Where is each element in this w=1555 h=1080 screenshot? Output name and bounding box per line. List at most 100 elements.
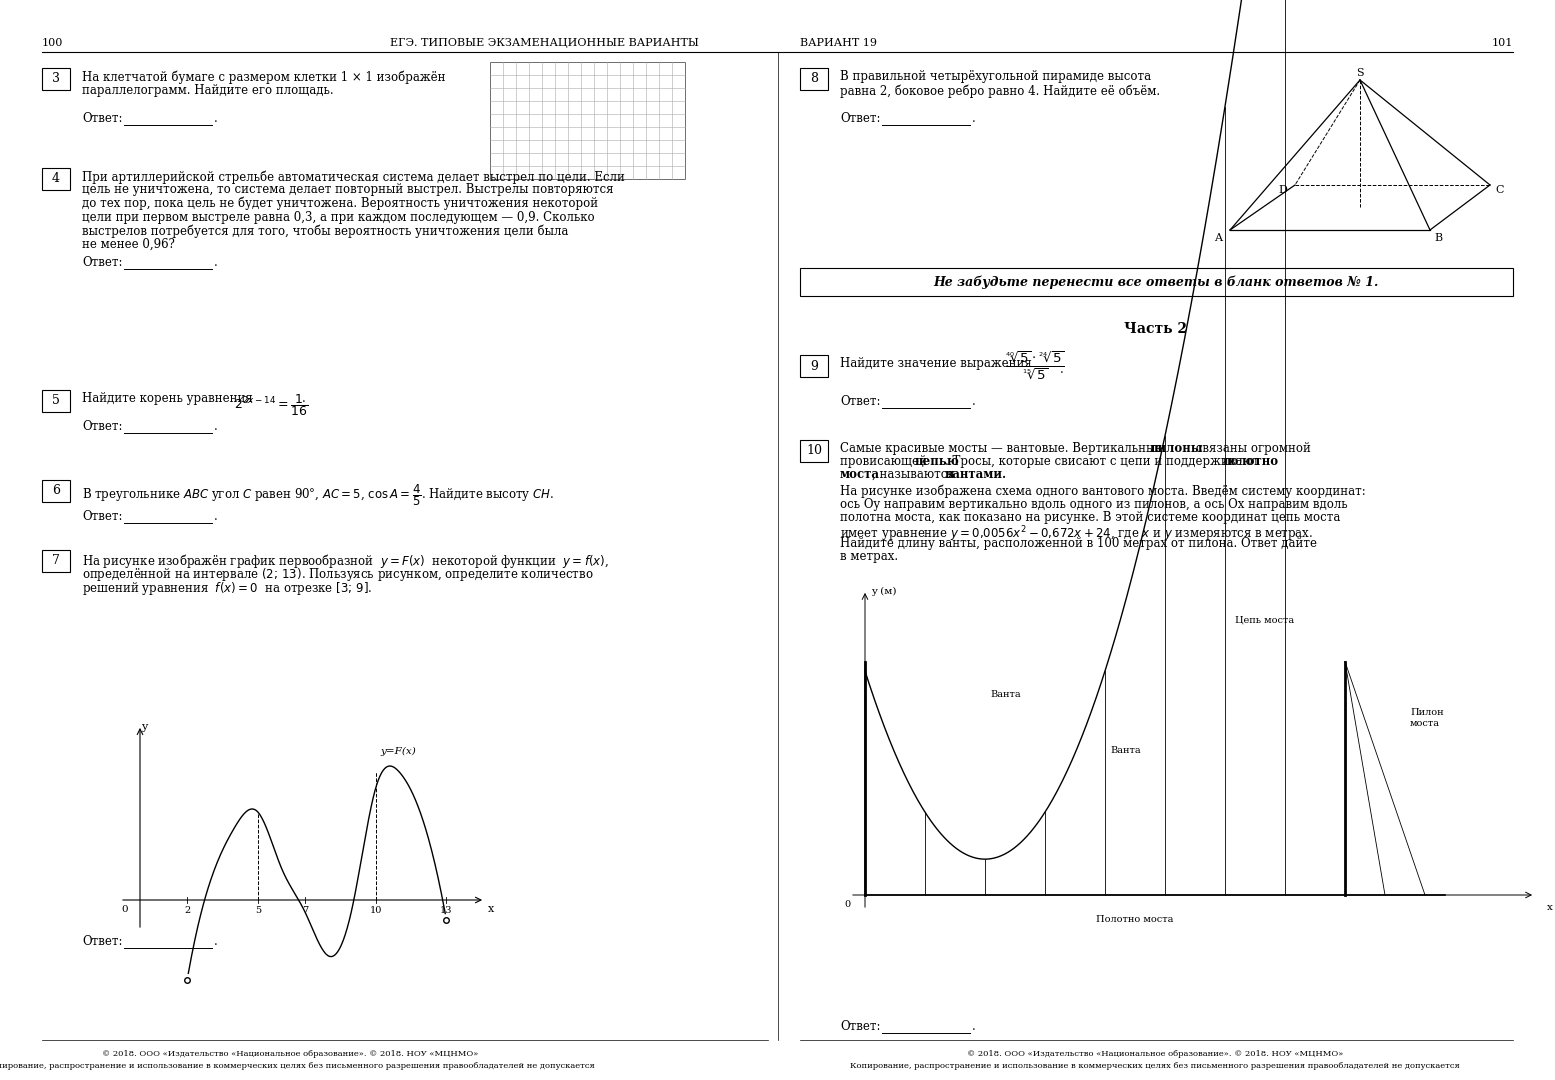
- Text: При артиллерийской стрельбе автоматическая система делает выстрел по цели. Если: При артиллерийской стрельбе автоматическ…: [82, 170, 625, 184]
- Text: 7: 7: [51, 554, 61, 567]
- Text: B: B: [1434, 233, 1441, 243]
- Text: C: C: [1496, 185, 1504, 195]
- Text: Часть 2: Часть 2: [1124, 322, 1188, 336]
- Text: цели при первом выстреле равна 0,3, а при каждом последующем — 0,9. Сколько: цели при первом выстреле равна 0,3, а пр…: [82, 211, 594, 224]
- Text: ВАРИАНТ 19: ВАРИАНТ 19: [799, 38, 877, 48]
- Text: цель не уничтожена, то система делает повторный выстрел. Выстрелы повторяются: цель не уничтожена, то система делает по…: [82, 184, 614, 197]
- Text: ЕГЭ. ТИПОВЫЕ ЭКЗАМЕНАЦИОННЫЕ ВАРИАНТЫ: ЕГЭ. ТИПОВЫЕ ЭКЗАМЕНАЦИОННЫЕ ВАРИАНТЫ: [390, 38, 698, 48]
- Text: .: .: [302, 392, 306, 405]
- Text: .: .: [215, 256, 218, 269]
- Bar: [799, 68, 827, 90]
- Text: 5: 5: [255, 906, 261, 915]
- Text: Ванта: Ванта: [991, 690, 1020, 699]
- Text: 8: 8: [810, 72, 818, 85]
- Text: В треугольнике $ABC$ угол $C$ равен 90°, $AC=5$, $\cos A=\dfrac{4}{5}$. Найдите : В треугольнике $ABC$ угол $C$ равен 90°,…: [82, 482, 554, 508]
- Text: . Тросы, которые свисают с цепи и поддерживают: . Тросы, которые свисают с цепи и поддер…: [945, 455, 1263, 468]
- Text: © 2018. ООО «Издательство «Национальное образование». © 2018. НОУ «МЦНМО»: © 2018. ООО «Издательство «Национальное …: [101, 1050, 479, 1058]
- Text: 5: 5: [51, 394, 61, 407]
- Text: y=F(x): y=F(x): [381, 747, 417, 756]
- Text: , называются: , называются: [872, 468, 958, 481]
- Text: параллелограмм. Найдите его площадь.: параллелограмм. Найдите его площадь.: [82, 84, 334, 97]
- Text: полотно: полотно: [1222, 455, 1280, 468]
- Text: На рисунке изображён график первообразной  $y=F(x)$  некоторой функции  $y=f(x)$: На рисунке изображён график первообразно…: [82, 552, 610, 570]
- Text: .: .: [215, 420, 218, 433]
- Text: Не забудьте перенести все ответы в бланк ответов № 1.: Не забудьте перенести все ответы в бланк…: [933, 275, 1379, 288]
- Text: Ответ:: Ответ:: [82, 510, 123, 523]
- Text: 101: 101: [1491, 38, 1513, 48]
- Bar: [799, 355, 827, 377]
- Text: 13: 13: [440, 906, 453, 915]
- Text: в метрах.: в метрах.: [840, 550, 899, 563]
- Text: Ответ:: Ответ:: [840, 395, 880, 408]
- Text: .: .: [1061, 363, 1064, 376]
- Text: .: .: [972, 395, 975, 408]
- Text: .: .: [215, 112, 218, 125]
- Text: цепью: цепью: [914, 455, 959, 468]
- Text: 100: 100: [42, 38, 64, 48]
- Text: 10: 10: [370, 906, 383, 915]
- Polygon shape: [502, 75, 633, 166]
- Text: Ответ:: Ответ:: [82, 935, 123, 948]
- Text: Ответ:: Ответ:: [82, 256, 123, 269]
- Text: Ответ:: Ответ:: [82, 112, 123, 125]
- Text: Самые красивые мосты — вантовые. Вертикальные: Самые красивые мосты — вантовые. Вертика…: [840, 442, 1166, 455]
- Text: Найдите длину ванты, расположенной в 100 метрах от пилона. Ответ дайте: Найдите длину ванты, расположенной в 100…: [840, 537, 1317, 550]
- Text: выстрелов потребуется для того, чтобы вероятность уничтожения цели была: выстрелов потребуется для того, чтобы ве…: [82, 224, 569, 238]
- Text: имеет уравнение $y=0{,}0056x^2-0{,}672x+24$, где $x$ и $y$ измеряются в метрах.: имеет уравнение $y=0{,}0056x^2-0{,}672x+…: [840, 524, 1314, 543]
- Text: провисающей: провисающей: [840, 455, 930, 468]
- Text: 9: 9: [810, 360, 818, 373]
- Text: моста: моста: [840, 468, 880, 481]
- Text: Найдите значение выражения: Найдите значение выражения: [840, 357, 1036, 370]
- Text: 0: 0: [844, 900, 851, 909]
- Bar: [42, 390, 70, 411]
- Text: 4: 4: [51, 173, 61, 186]
- Bar: [42, 168, 70, 190]
- Text: 3: 3: [51, 72, 61, 85]
- Bar: [42, 480, 70, 502]
- Text: до тех пор, пока цель не будет уничтожена. Вероятность уничтожения некоторой: до тех пор, пока цель не будет уничтожен…: [82, 197, 599, 211]
- Text: Пилон
моста: Пилон моста: [1410, 708, 1443, 728]
- Bar: [42, 68, 70, 90]
- Text: 7: 7: [302, 906, 308, 915]
- Text: Найдите корень уравнения: Найдите корень уравнения: [82, 392, 257, 405]
- Text: равна 2, боковое ребро равно 4. Найдите её объём.: равна 2, боковое ребро равно 4. Найдите …: [840, 84, 1160, 97]
- Text: Цепь моста: Цепь моста: [1235, 615, 1295, 624]
- Text: A: A: [1214, 233, 1222, 243]
- Text: 2: 2: [183, 906, 190, 915]
- Text: решений уравнения  $f(x)=0$  на отрезке $\left[3;\,9\right]$.: решений уравнения $f(x)=0$ на отрезке $\…: [82, 580, 373, 597]
- Text: На клетчатой бумаге с размером клетки 1 × 1 изображён: На клетчатой бумаге с размером клетки 1 …: [82, 70, 445, 83]
- Text: .: .: [972, 112, 975, 125]
- Text: Ответ:: Ответ:: [840, 1020, 880, 1032]
- Text: .: .: [215, 510, 218, 523]
- Bar: [799, 268, 1513, 296]
- Text: 6: 6: [51, 485, 61, 498]
- Bar: [490, 62, 686, 179]
- Text: В правильной четырёхугольной пирамиде высота: В правильной четырёхугольной пирамиде вы…: [840, 70, 1151, 83]
- Bar: [799, 440, 827, 462]
- Text: x: x: [488, 904, 494, 914]
- Text: © 2018. ООО «Издательство «Национальное образование». © 2018. НОУ «МЦНМО»: © 2018. ООО «Издательство «Национальное …: [967, 1050, 1344, 1058]
- Text: На рисунке изображена схема одного вантового моста. Введём систему координат:: На рисунке изображена схема одного ванто…: [840, 485, 1365, 499]
- Text: не менее 0,96?: не менее 0,96?: [82, 238, 174, 251]
- Text: x (м): x (м): [1547, 903, 1555, 912]
- Text: Копирование, распространение и использование в коммерческих целях без письменног: Копирование, распространение и использов…: [0, 1062, 596, 1070]
- Bar: [42, 550, 70, 572]
- Text: S: S: [1356, 68, 1364, 78]
- Text: Копирование, распространение и использование в коммерческих целях без письменног: Копирование, распространение и использов…: [851, 1062, 1460, 1070]
- Text: Полотно моста: Полотно моста: [1096, 915, 1174, 924]
- Text: D: D: [1278, 185, 1288, 195]
- Text: .: .: [215, 935, 218, 948]
- Text: y (м): y (м): [871, 588, 897, 596]
- Text: пилоны: пилоны: [1151, 442, 1204, 455]
- Text: связаны огромной: связаны огромной: [1193, 442, 1311, 455]
- Text: y: y: [142, 723, 148, 732]
- Text: определённой на интервале $\left(2;\,13\right)$. Пользуясь рисунком, определите : определённой на интервале $\left(2;\,13\…: [82, 566, 594, 583]
- Text: $2^{2x-14} = \dfrac{1}{16}$: $2^{2x-14} = \dfrac{1}{16}$: [233, 392, 308, 418]
- Text: Ответ:: Ответ:: [840, 112, 880, 125]
- Text: 0: 0: [121, 905, 129, 914]
- Text: .: .: [972, 1020, 975, 1032]
- Text: $\dfrac{\sqrt[40]{5}\cdot\sqrt[24]{5}}{\sqrt[15]{5}}$: $\dfrac{\sqrt[40]{5}\cdot\sqrt[24]{5}}{\…: [1005, 350, 1065, 382]
- Text: Ответ:: Ответ:: [82, 420, 123, 433]
- Text: Ванта: Ванта: [1110, 745, 1141, 755]
- Text: 10: 10: [805, 445, 823, 458]
